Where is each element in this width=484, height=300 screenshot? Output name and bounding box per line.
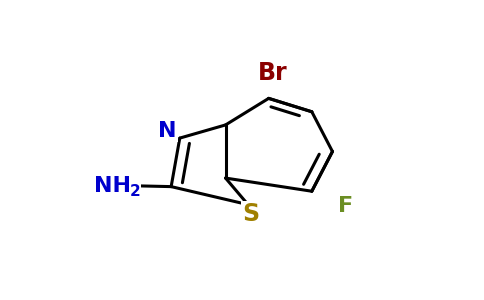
Text: S: S [242,202,259,226]
Text: F: F [338,196,353,216]
Text: 2: 2 [129,184,140,199]
Text: NH: NH [94,176,131,196]
Text: Br: Br [257,61,287,85]
Text: N: N [158,121,177,141]
